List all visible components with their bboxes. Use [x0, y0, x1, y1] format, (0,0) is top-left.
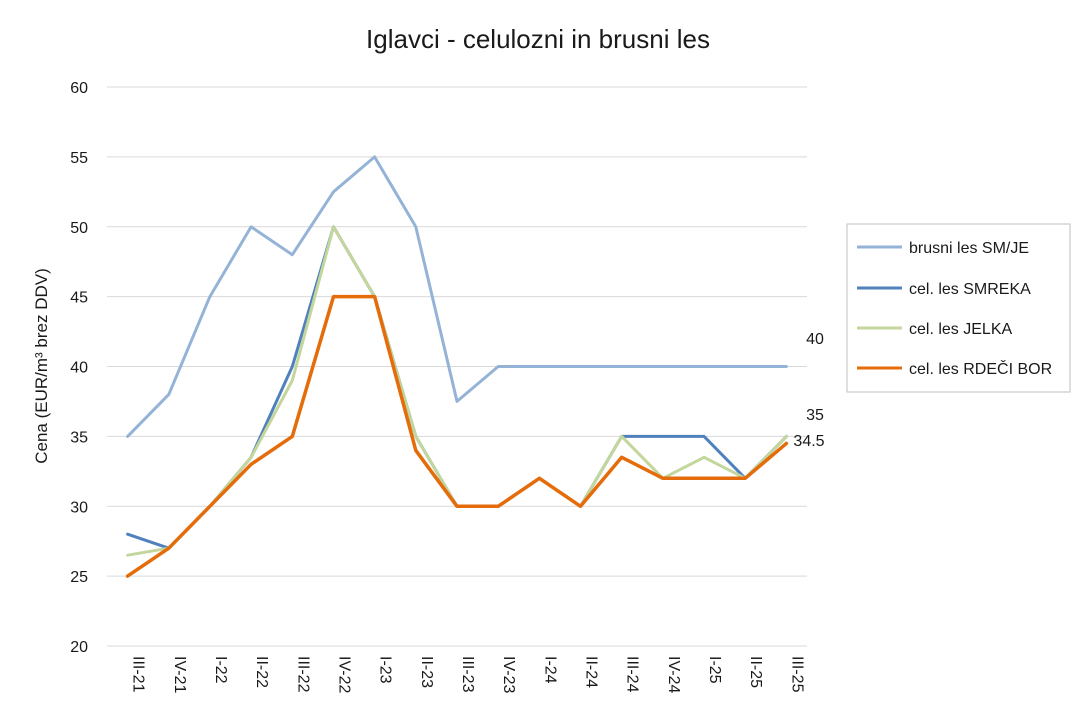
- y-tick-label: 30: [70, 499, 88, 516]
- series-lines: [125, 155, 789, 578]
- x-tick-label: III-25: [788, 656, 805, 693]
- y-tick-label: 45: [70, 290, 88, 307]
- x-tick-label: II-25: [747, 656, 764, 688]
- y-axis-label: Cena (EUR/m³ brez DDV): [32, 268, 51, 464]
- x-tick-label: I-23: [377, 656, 394, 684]
- x-tick-label: III-21: [130, 656, 147, 693]
- y-tick-label: 40: [70, 360, 88, 377]
- legend-label-2: cel. les JELKA: [909, 321, 1012, 338]
- x-tick-label: IV-23: [500, 656, 517, 693]
- gridlines: [107, 86, 807, 647]
- x-tick-label: IV-24: [665, 656, 682, 693]
- legend: brusni les SM/JE cel. les SMREKA cel. les …: [846, 223, 1071, 393]
- legend-label-3: cel. les RDEČI BOR: [909, 359, 1052, 378]
- y-tick-label: 55: [70, 150, 88, 167]
- y-tick-label: 20: [70, 639, 88, 656]
- chart-title: Iglavci - celulozni in brusni les: [366, 24, 710, 54]
- series-line-3: [125, 294, 789, 578]
- legend-box: [846, 223, 1071, 393]
- x-tick-label: II-23: [418, 656, 435, 688]
- x-tick-label: I-24: [541, 656, 558, 684]
- x-tick-label: III-24: [624, 656, 641, 693]
- x-axis-ticks: III-21 IV-21 I-22 II-22 III-22 IV-22 I-23 II-23…: [130, 656, 806, 693]
- y-tick-label: 50: [70, 220, 88, 237]
- x-tick-label: II-22: [253, 656, 270, 688]
- x-tick-label: III-23: [459, 656, 476, 693]
- y-axis-ticks: 20 25 30 35 40 45 50 55 60: [70, 80, 88, 656]
- x-tick-label: I-25: [706, 656, 723, 684]
- x-tick-label: IV-22: [335, 656, 352, 693]
- y-tick-label: 35: [70, 429, 88, 446]
- legend-label-0: brusni les SM/JE: [909, 240, 1029, 257]
- data-label-jelka-last: 35: [806, 407, 824, 424]
- series-line-1: [126, 225, 788, 550]
- series-line-0: [126, 155, 788, 438]
- y-tick-label: 60: [70, 80, 88, 97]
- x-tick-label: I-22: [212, 656, 229, 684]
- y-tick-label: 25: [70, 569, 88, 586]
- x-tick-label: II-24: [583, 656, 600, 688]
- data-label-bor-last: 34.5: [793, 433, 824, 450]
- x-tick-label: III-22: [294, 656, 311, 693]
- legend-label-1: cel. les SMREKA: [909, 281, 1031, 298]
- data-label-brusni-last: 40: [806, 331, 824, 348]
- x-tick-label: IV-21: [171, 656, 188, 693]
